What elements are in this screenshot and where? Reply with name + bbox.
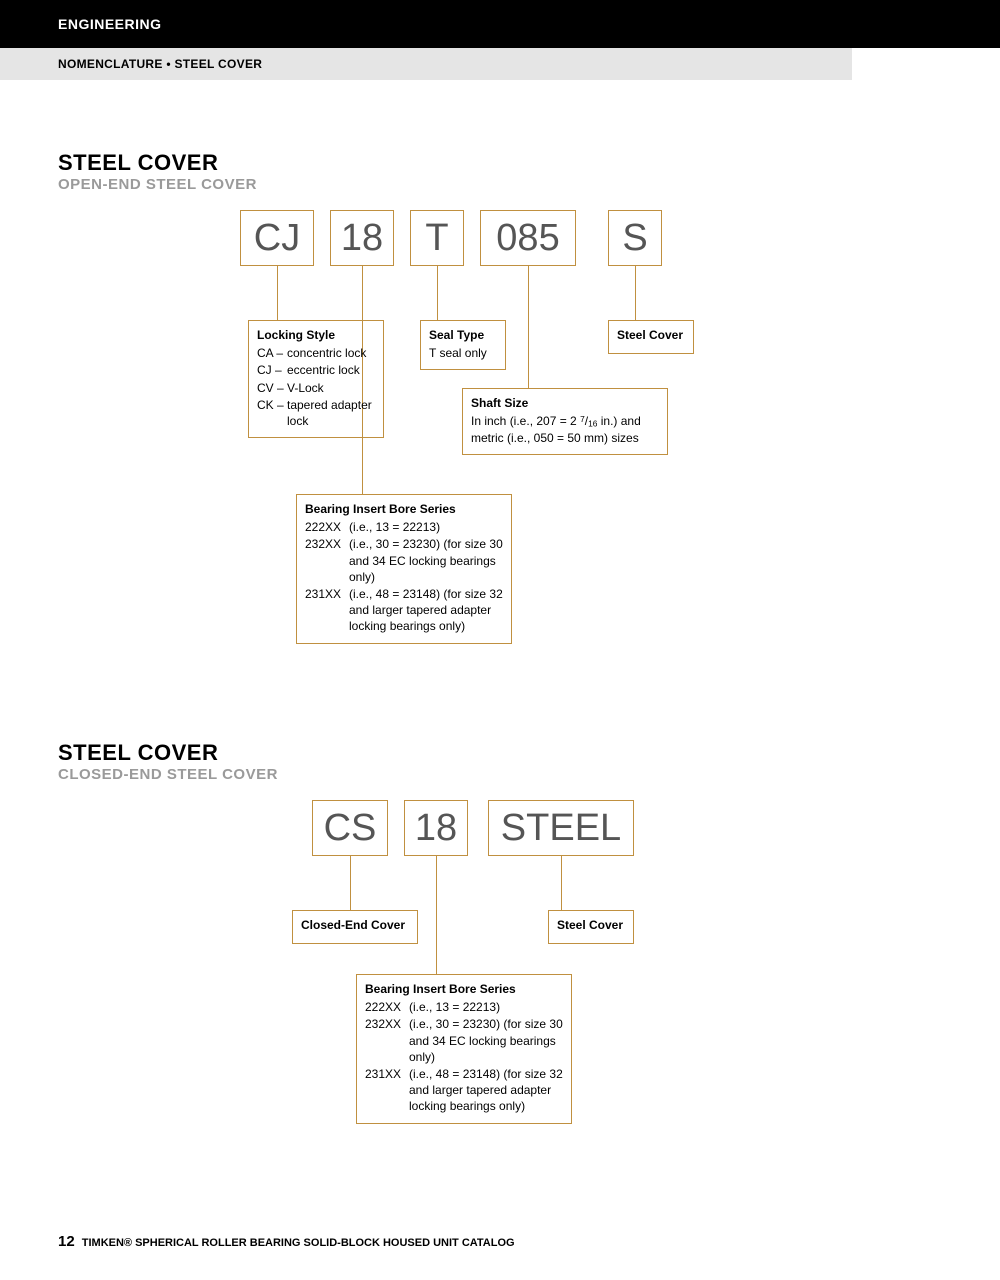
header-black-band: ENGINEERING xyxy=(0,0,1000,48)
connector xyxy=(561,856,562,910)
code-box-t: T xyxy=(410,210,464,266)
page-footer: 12 TIMKEN® SPHERICAL ROLLER BEARING SOLI… xyxy=(58,1233,515,1250)
connector xyxy=(528,266,529,388)
seal-type-title: Seal Type xyxy=(429,327,497,343)
section1-subtitle: OPEN-END STEEL COVER xyxy=(58,176,257,193)
bore-series-box-2: Bearing Insert Bore Series 222XX(i.e., 1… xyxy=(356,974,572,1124)
bore-series-title-2: Bearing Insert Bore Series xyxy=(365,981,563,997)
seal-type-box: Seal Type T seal only xyxy=(420,320,506,370)
code-box-s: S xyxy=(608,210,662,266)
code-box-085: 085 xyxy=(480,210,576,266)
steel-cover-box-1: Steel Cover xyxy=(608,320,694,354)
section1-title: STEEL COVER xyxy=(58,150,218,176)
locking-style-title: Locking Style xyxy=(257,327,375,343)
shaft-size-box: Shaft Size In inch (i.e., 207 = 2 7/16 i… xyxy=(462,388,668,455)
seal-type-body: T seal only xyxy=(429,345,497,361)
steel-cover-title-2: Steel Cover xyxy=(557,917,625,933)
steel-cover-box-2: Steel Cover xyxy=(548,910,634,944)
code-box-cj: CJ xyxy=(240,210,314,266)
header-breadcrumb: NOMENCLATURE • STEEL COVER xyxy=(58,57,262,71)
bore-series-title-1: Bearing Insert Bore Series xyxy=(305,501,503,517)
section2-title: STEEL COVER xyxy=(58,740,218,766)
closed-end-title: Closed-End Cover xyxy=(301,917,409,933)
shaft-size-body: In inch (i.e., 207 = 2 7/16 in.) and met… xyxy=(471,413,659,446)
connector xyxy=(635,266,636,320)
locking-style-box: Locking Style CA –concentric lock CJ –ec… xyxy=(248,320,384,438)
code-box-cs: CS xyxy=(312,800,388,856)
shaft-size-title: Shaft Size xyxy=(471,395,659,411)
closed-end-box: Closed-End Cover xyxy=(292,910,418,944)
connector xyxy=(350,856,351,910)
code-box-18: 18 xyxy=(330,210,394,266)
section2-subtitle: CLOSED-END STEEL COVER xyxy=(58,766,278,783)
page-number: 12 xyxy=(58,1233,75,1250)
header-gray-band: NOMENCLATURE • STEEL COVER xyxy=(0,48,852,80)
header-category: ENGINEERING xyxy=(58,16,162,32)
code-box-18b: 18 xyxy=(404,800,468,856)
code-box-steel: STEEL xyxy=(488,800,634,856)
connector xyxy=(277,266,278,320)
footer-text: TIMKEN® SPHERICAL ROLLER BEARING SOLID-B… xyxy=(82,1237,515,1249)
bore-series-box-1: Bearing Insert Bore Series 222XX(i.e., 1… xyxy=(296,494,512,644)
steel-cover-title-1: Steel Cover xyxy=(617,327,685,343)
connector xyxy=(437,266,438,320)
connector xyxy=(436,856,437,974)
